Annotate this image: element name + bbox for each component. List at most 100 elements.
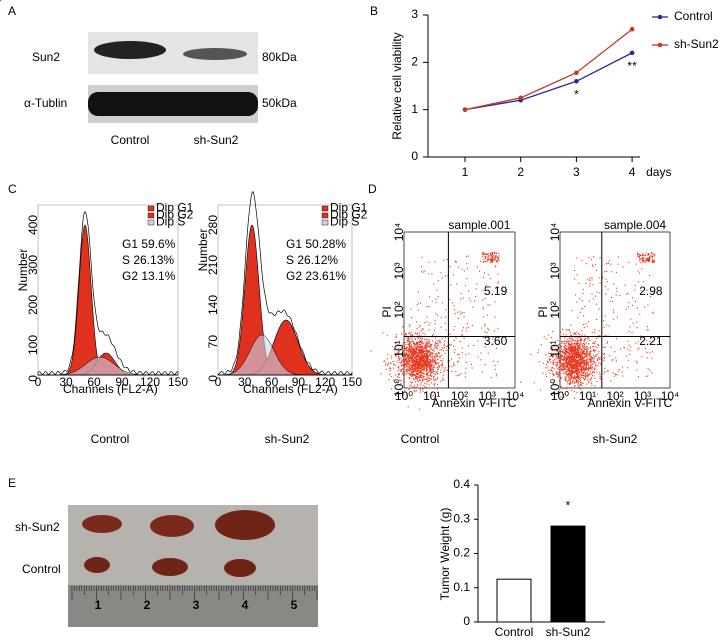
dot [485,261,486,262]
dot [597,365,598,366]
dot [584,371,585,372]
dot [572,343,573,344]
dot [605,335,606,336]
dot [578,384,579,385]
dot [484,332,485,333]
dot [422,348,423,349]
dot [586,367,587,368]
dot [440,360,441,361]
dot [421,271,422,272]
dot [643,281,644,282]
dot [420,338,421,339]
point [630,27,635,32]
dot [495,259,496,260]
dot [481,327,482,328]
dot [584,335,585,336]
dot [606,271,607,272]
blot-band [94,41,166,59]
dot [585,350,586,351]
dot [428,381,429,382]
dot [424,387,425,388]
dot [563,350,564,351]
dot [422,373,423,374]
dot [420,346,421,347]
dot [578,386,579,387]
dot [484,364,485,365]
dot [402,326,403,327]
dot [538,349,539,350]
dot [495,365,496,366]
dot [441,349,442,350]
dot [557,374,558,375]
dot [564,356,565,357]
dot [482,254,483,255]
dot [567,356,568,357]
dot [570,366,571,367]
dot [496,375,497,376]
dot [568,367,569,368]
dot [425,379,426,380]
dot [468,353,469,354]
dot [576,348,577,349]
dot [618,371,619,372]
dot [568,348,569,349]
dot [561,366,562,367]
dot [576,343,577,344]
dot [492,256,493,257]
phase-stat: S 26.13% [122,253,174,267]
dot [581,330,582,331]
dot [430,366,431,367]
dot [572,368,573,369]
dot [563,346,564,347]
dot [478,356,479,357]
dot [439,367,440,368]
dot [576,355,577,356]
dot [398,366,399,367]
dot [484,256,485,257]
dot [586,384,587,385]
dot [592,367,593,368]
dot [415,358,416,359]
dot [611,297,612,298]
dot [420,357,421,358]
dot [582,359,583,360]
dot [597,360,598,361]
dot [594,343,595,344]
dot [455,313,456,314]
dot [418,352,419,353]
dot [572,346,573,347]
dot [609,325,610,326]
dot [646,258,647,259]
dot [589,278,590,279]
dot [424,354,425,355]
dot [586,348,587,349]
dot [598,353,599,354]
dot [584,338,585,339]
dot [620,349,621,350]
dot [462,312,463,313]
sample-label: sample.001 [448,218,510,232]
dot [432,360,433,361]
dot [421,346,422,347]
row-label: sh-Sun2 [15,520,60,534]
dot [425,360,426,361]
dot [460,311,461,312]
dot [565,379,566,380]
x-tick-label: 1 [462,165,469,179]
dot [468,291,469,292]
y-axis-label: PI [380,306,394,317]
dot [420,358,421,359]
dot [563,369,564,370]
dot [469,298,470,299]
dot [407,355,408,356]
dot [588,382,589,383]
dot [434,350,435,351]
dot [418,302,419,303]
dot [607,341,608,342]
dot [423,271,424,272]
dot [415,353,416,354]
dot [419,353,420,354]
dot [465,372,466,373]
dot [414,337,415,338]
dot [584,379,585,380]
